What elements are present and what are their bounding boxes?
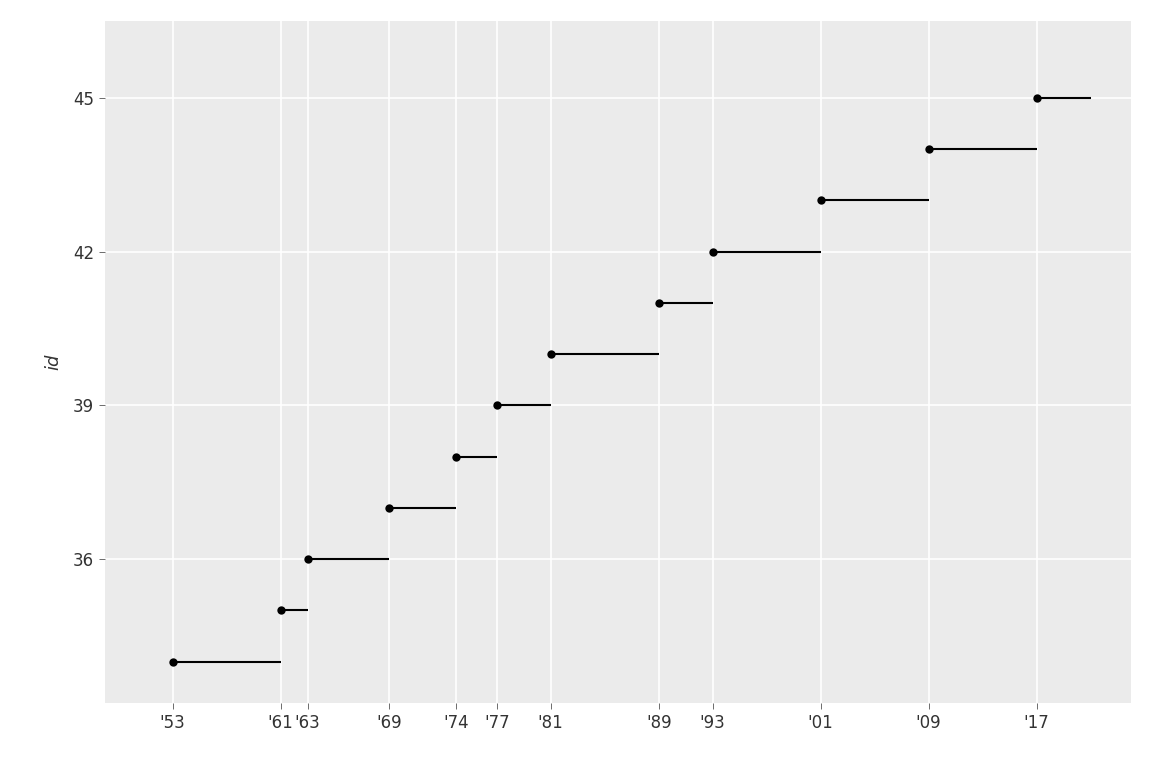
Y-axis label: id: id <box>44 353 62 370</box>
